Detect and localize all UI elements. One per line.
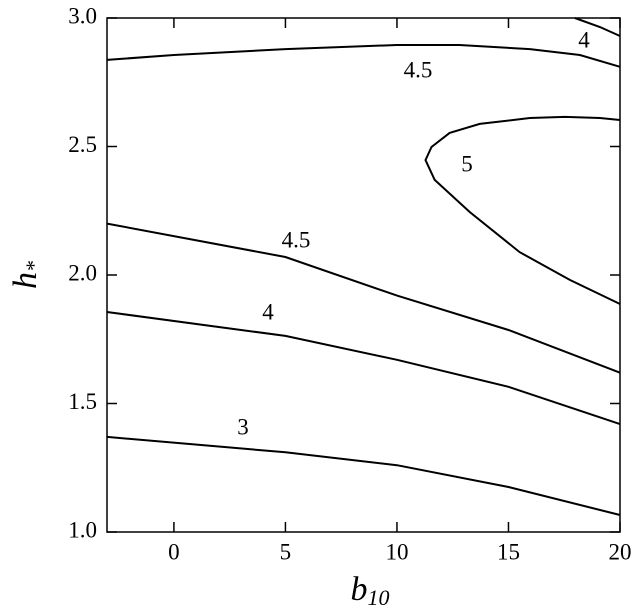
y-axis-label: h* — [7, 261, 46, 289]
contour-line — [106, 222, 621, 374]
y-tick-label: 2.0 — [68, 260, 97, 285]
contour-label: 3 — [237, 414, 249, 439]
x-axis-label: b10 — [351, 571, 390, 610]
x-tick-label: 0 — [168, 539, 180, 564]
plot-frame — [106, 17, 621, 533]
contour-label: 4.5 — [282, 227, 311, 252]
x-tick-label: 20 — [609, 539, 632, 564]
y-tick-label: 1.0 — [68, 517, 97, 542]
x-tick-label: 5 — [280, 539, 292, 564]
contour-line — [574, 17, 621, 37]
contour-label: 4 — [262, 299, 274, 324]
x-label-sub: 10 — [368, 585, 390, 610]
y-label-sub: * — [21, 261, 46, 272]
contour-line — [106, 311, 621, 426]
x-label-main: b — [351, 571, 368, 608]
contour-label: 4.5 — [404, 57, 433, 82]
x-tick-label: 15 — [497, 539, 520, 564]
contour-line — [106, 44, 621, 68]
y-tick-label: 1.5 — [68, 389, 97, 414]
y-tick-label: 2.5 — [68, 132, 97, 157]
contour-line — [106, 435, 621, 516]
contour-label: 4 — [578, 27, 590, 52]
contour-label: 5 — [461, 151, 473, 176]
y-tick-label: 3.0 — [68, 3, 97, 28]
x-tick-label: 10 — [385, 539, 408, 564]
y-label-main: h — [7, 272, 44, 289]
contour-line — [424, 115, 621, 305]
